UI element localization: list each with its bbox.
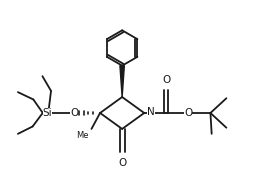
Polygon shape <box>120 66 124 97</box>
Text: Si: Si <box>42 108 52 118</box>
Text: N: N <box>147 107 155 117</box>
Text: O: O <box>70 108 78 118</box>
Text: O: O <box>118 158 126 168</box>
Text: O: O <box>184 108 192 118</box>
Text: O: O <box>162 75 170 85</box>
Text: Me: Me <box>76 131 89 140</box>
